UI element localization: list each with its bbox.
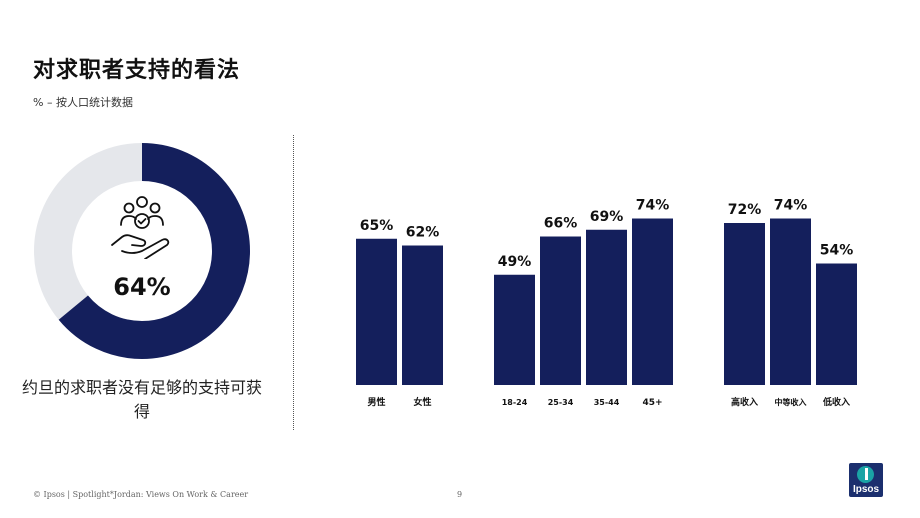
bar-45+ xyxy=(632,218,673,385)
category-label: 中等收入 xyxy=(775,397,807,407)
people-in-hand-icon xyxy=(110,193,174,260)
data-label: 62% xyxy=(406,225,440,241)
category-label: 男性 xyxy=(367,396,385,408)
data-label: 72% xyxy=(728,202,762,218)
bar-低收入 xyxy=(816,263,857,385)
logo-text: Ipsos xyxy=(852,484,880,495)
bar-18-24 xyxy=(494,274,535,385)
category-label: 35-44 xyxy=(594,398,620,407)
data-label: 49% xyxy=(498,254,532,270)
bar-中等收入 xyxy=(770,218,811,385)
ipsos-logo: Ipsos xyxy=(849,463,883,497)
category-label: 低收入 xyxy=(822,396,850,408)
donut-svg xyxy=(34,143,250,359)
bar-男性 xyxy=(356,238,397,385)
data-label: 54% xyxy=(820,243,854,259)
bar-女性 xyxy=(402,245,443,385)
donut-value-arc xyxy=(34,143,250,359)
donut-chart: 64% xyxy=(34,143,250,359)
bar-35-44 xyxy=(586,229,627,385)
data-label: 74% xyxy=(774,198,808,214)
footer-source: © Ipsos | Spotlight*Jordan: Views On Wor… xyxy=(33,490,249,499)
data-label: 74% xyxy=(636,198,670,214)
donut-value-label: 64% xyxy=(113,273,171,301)
data-label: 65% xyxy=(360,218,394,234)
vertical-divider xyxy=(293,135,294,430)
page-title: 对求职者支持的看法 xyxy=(33,58,241,83)
donut-caption: 约旦的求职者没有足够的支持可获得 xyxy=(22,378,263,421)
category-label: 18-24 xyxy=(502,398,528,407)
category-label: 女性 xyxy=(413,396,431,408)
bar-25-34 xyxy=(540,236,581,385)
bar-高收入 xyxy=(724,223,765,385)
page-number: 9 xyxy=(457,490,463,499)
data-label: 69% xyxy=(590,209,624,225)
page-subtitle: % – 按人口统计数据 xyxy=(33,96,133,109)
category-label: 高收入 xyxy=(731,396,758,408)
category-label: 45+ xyxy=(642,398,662,408)
category-label: 25-34 xyxy=(548,398,574,407)
data-label: 66% xyxy=(544,216,578,232)
